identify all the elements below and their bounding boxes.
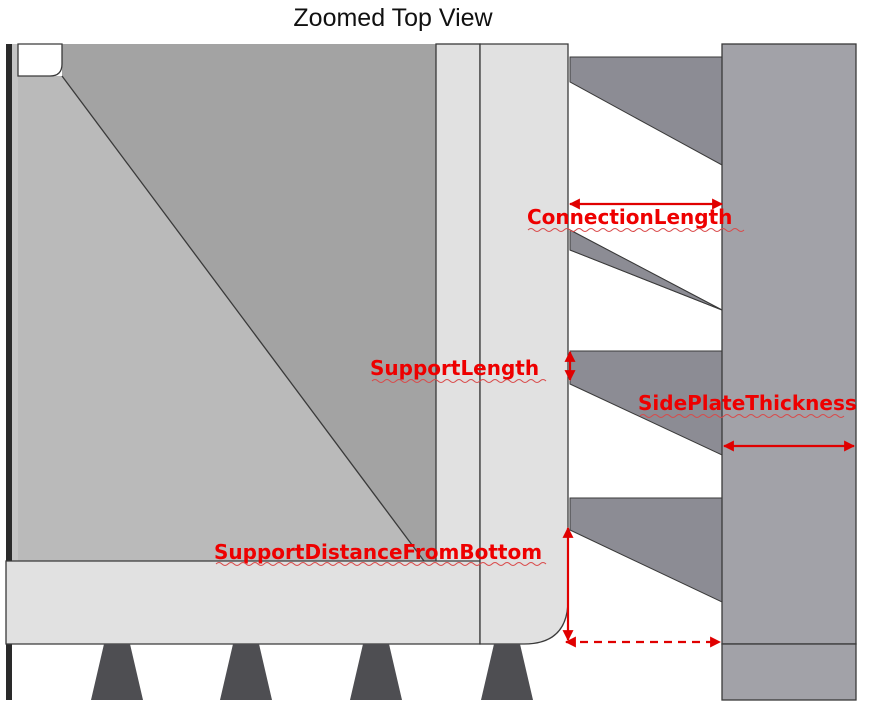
side-plate bbox=[721, 43, 857, 645]
side-plate-thickness-label: SidePlateThickness bbox=[638, 391, 857, 415]
connection-length-label: ConnectionLength bbox=[527, 205, 732, 229]
peg-row bbox=[91, 644, 533, 700]
left-edge bbox=[6, 44, 12, 700]
support-distance-label: SupportDistanceFromBottom bbox=[214, 540, 542, 564]
bottom-plate bbox=[5, 560, 481, 645]
side-plate-lower bbox=[721, 643, 857, 701]
support-distance-underline bbox=[215, 562, 547, 566]
support-4 bbox=[569, 497, 723, 603]
peg-3 bbox=[350, 644, 402, 700]
inner-vertical-plate bbox=[435, 43, 481, 563]
support-group bbox=[569, 56, 723, 603]
support-2-wedge bbox=[569, 229, 723, 311]
upper-face bbox=[62, 44, 436, 561]
support-1 bbox=[569, 56, 723, 166]
diagonal-edge bbox=[61, 75, 425, 562]
lower-face bbox=[18, 76, 424, 561]
diagram-title: Zoomed Top View bbox=[293, 4, 493, 32]
peg-4 bbox=[481, 644, 533, 700]
left-strip bbox=[12, 44, 18, 561]
peg-1 bbox=[91, 644, 143, 700]
connection-length-underline bbox=[527, 228, 745, 232]
support-length-label: SupportLength bbox=[370, 356, 539, 380]
peg-2 bbox=[220, 644, 272, 700]
support-length-underline bbox=[371, 379, 547, 383]
side-plate-thickness-underline bbox=[639, 414, 845, 418]
corner-notch bbox=[17, 43, 63, 77]
